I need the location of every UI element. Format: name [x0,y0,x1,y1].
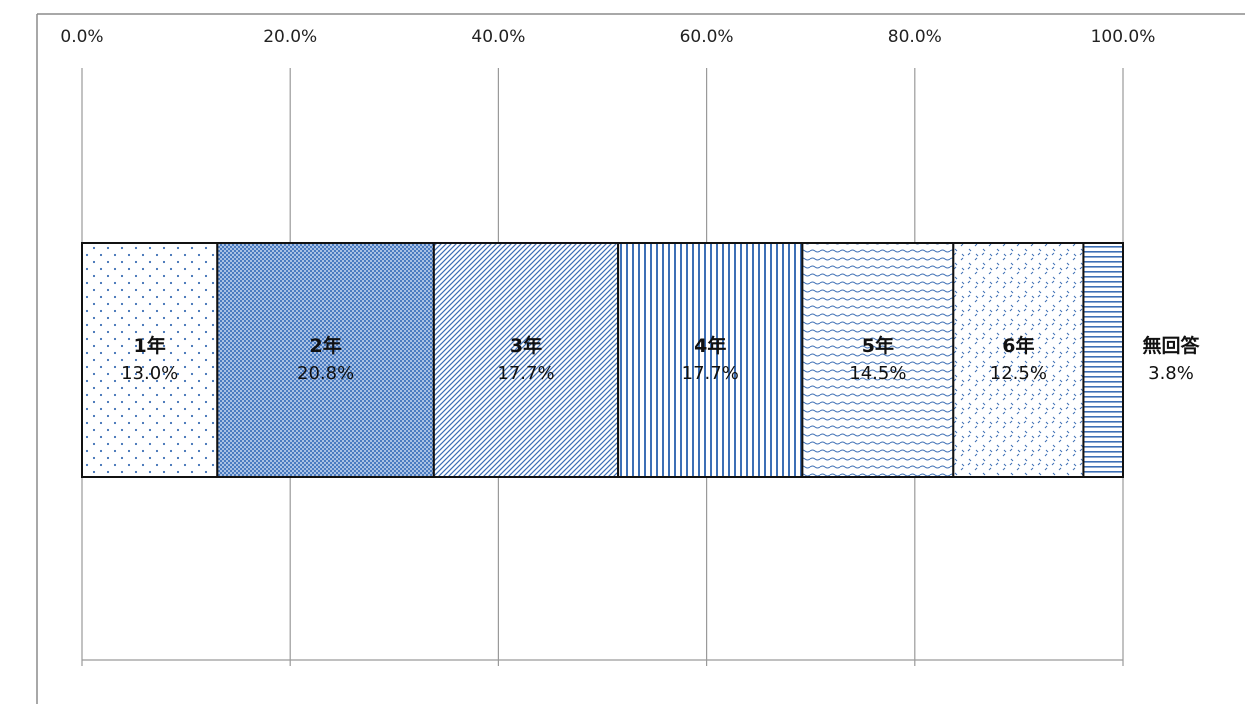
segment-category-label: 1年 [134,334,166,357]
segment-value-label: 13.0% [121,363,178,384]
segment-value-label: 12.5% [990,363,1047,384]
bar-segment [952,242,1085,478]
segment-value-label: 17.7% [497,363,554,384]
bar-segment [432,242,620,478]
tick-label: 20.0% [263,27,317,47]
tick-label: 40.0% [471,27,525,47]
segment-category-label: 6年 [1002,334,1034,357]
tick-label: 60.0% [680,27,734,47]
bar-segments [81,242,1125,478]
segment-value-label: 17.7% [682,363,739,384]
bar-segment [801,242,955,478]
tick-label: 0.0% [60,27,103,47]
segment-value-label: 3.8% [1148,363,1194,384]
x-axis: 0.0% 20.0% 40.0% 60.0% 80.0% 100.0% [60,27,1155,666]
segment-category-label: 4年 [694,334,726,357]
tick-label: 80.0% [888,27,942,47]
segment-labels: 1年 13.0% 2年 20.8% 3年 17.7% 4年 17.7% 5年 14.5% 6年 12.… [121,334,1200,384]
segment-category-label: 無回答 [1142,334,1200,357]
segment-category-label: 2年 [309,334,341,357]
bar-segment [617,242,804,478]
segment-category-label: 5年 [862,334,894,357]
tick-label: 100.0% [1091,27,1156,47]
segment-value-label: 14.5% [849,363,906,384]
segment-value-label: 20.8% [297,363,354,384]
bar-segment [1082,242,1125,478]
segment-category-label: 3年 [510,334,542,357]
bar-segment [216,242,435,478]
bar-segment [81,242,219,478]
